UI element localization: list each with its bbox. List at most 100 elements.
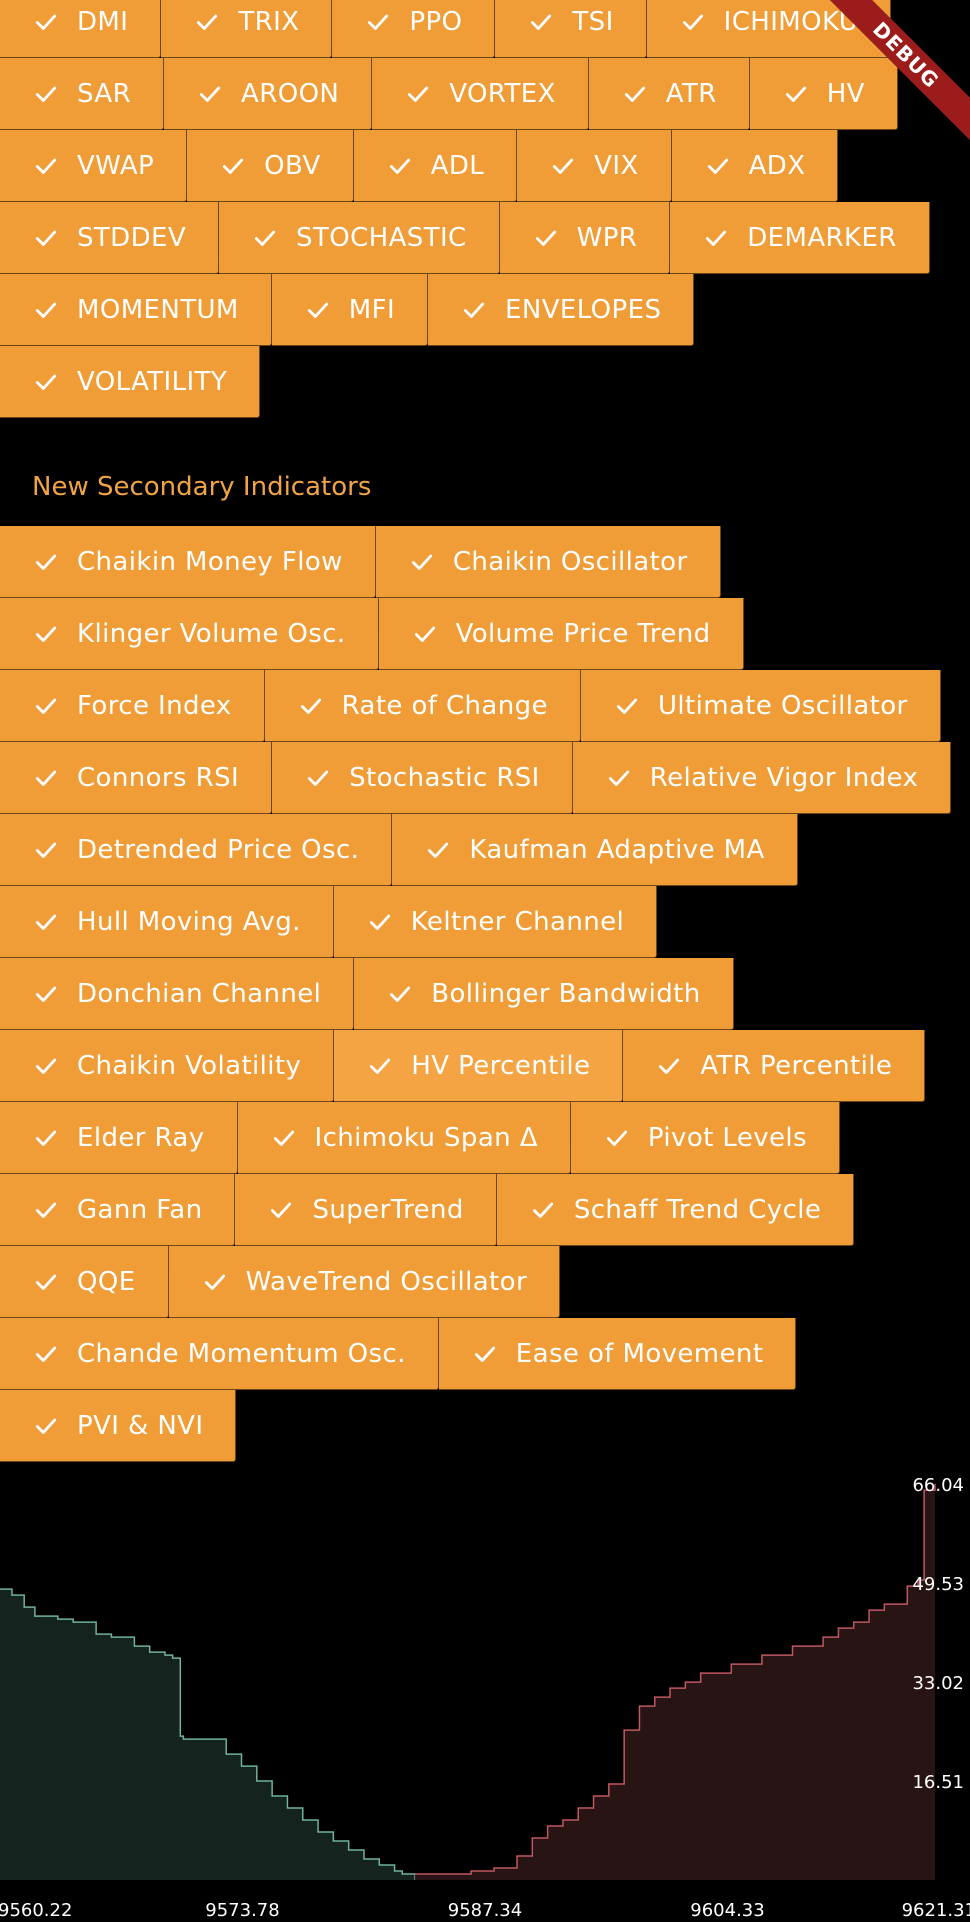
indicator-chip-aroon[interactable]: AROON bbox=[164, 58, 373, 130]
check-icon bbox=[305, 297, 331, 323]
chip-label: Volume Price Trend bbox=[455, 618, 711, 649]
indicator-chip-ichimoku-span[interactable]: Ichimoku Span Δ bbox=[237, 1102, 571, 1174]
x-tick-label: 9604.33 bbox=[690, 1900, 764, 1921]
indicator-chip-chaikin-volatility[interactable]: Chaikin Volatility bbox=[0, 1030, 335, 1102]
indicator-chip-momentum[interactable]: MOMENTUM bbox=[0, 274, 272, 346]
chip-label: STOCHASTIC bbox=[296, 222, 467, 253]
check-icon bbox=[194, 9, 220, 35]
indicator-chip-kaufman-adaptive-ma[interactable]: Kaufman Adaptive MA bbox=[392, 814, 798, 886]
indicator-chip-trix[interactable]: TRIX bbox=[161, 0, 333, 58]
indicator-chip-rate-of-change[interactable]: Rate of Change bbox=[264, 670, 581, 742]
indicator-chip-tsi[interactable]: TSI bbox=[495, 0, 647, 58]
indicator-chip-hv[interactable]: HV bbox=[749, 58, 898, 130]
check-icon bbox=[33, 9, 59, 35]
indicator-chip-stochastic[interactable]: STOCHASTIC bbox=[219, 202, 500, 274]
chip-label: ICHIMOKU bbox=[723, 6, 859, 37]
indicator-chip-bollinger-bandwidth[interactable]: Bollinger Bandwidth bbox=[354, 958, 734, 1030]
indicator-chip-schaff-trend-cycle[interactable]: Schaff Trend Cycle bbox=[496, 1174, 855, 1246]
check-icon bbox=[461, 297, 487, 323]
chip-row: Elder Ray Ichimoku Span Δ Pivot Levels bbox=[0, 1102, 970, 1174]
indicator-chip-chande-momentum-osc[interactable]: Chande Momentum Osc. bbox=[0, 1318, 439, 1390]
check-icon bbox=[33, 621, 59, 647]
indicator-chip-pvi-nvi[interactable]: PVI & NVI bbox=[0, 1390, 237, 1462]
indicator-chip-mfi[interactable]: MFI bbox=[271, 274, 429, 346]
secondary-indicators: Chaikin Money Flow Chaikin Oscillator Klin… bbox=[0, 526, 970, 1462]
indicator-chip-ease-of-movement[interactable]: Ease of Movement bbox=[438, 1318, 797, 1390]
indicator-chip-adx[interactable]: ADX bbox=[671, 130, 839, 202]
indicator-chip-volume-price-trend[interactable]: Volume Price Trend bbox=[378, 598, 744, 670]
indicator-chip-ultimate-oscillator[interactable]: Ultimate Oscillator bbox=[580, 670, 941, 742]
indicator-chip-envelopes[interactable]: ENVELOPES bbox=[428, 274, 695, 346]
indicator-chip-dmi[interactable]: DMI bbox=[0, 0, 162, 58]
indicator-chip-chaikin-money-flow[interactable]: Chaikin Money Flow bbox=[0, 526, 376, 598]
chip-label: PPO bbox=[409, 6, 463, 37]
chip-label: HV bbox=[826, 78, 865, 109]
chip-label: Rate of Change bbox=[341, 690, 548, 721]
chip-label: Chaikin Money Flow bbox=[77, 546, 343, 577]
check-icon bbox=[33, 81, 59, 107]
check-icon bbox=[197, 81, 223, 107]
indicator-chip-vix[interactable]: VIX bbox=[517, 130, 672, 202]
indicator-chip-hv-percentile[interactable]: HV Percentile bbox=[334, 1030, 624, 1102]
check-icon bbox=[405, 81, 431, 107]
x-tick-label: 9573.78 bbox=[205, 1900, 279, 1921]
chip-label: PVI & NVI bbox=[77, 1410, 204, 1441]
indicator-chip-supertrend[interactable]: SuperTrend bbox=[235, 1174, 497, 1246]
chip-label: TRIX bbox=[238, 6, 300, 37]
chip-label: Chande Momentum Osc. bbox=[77, 1338, 406, 1369]
indicator-chip-connors-rsi[interactable]: Connors RSI bbox=[0, 742, 273, 814]
chip-label: VOLATILITY bbox=[77, 366, 228, 397]
indicator-chip-adl[interactable]: ADL bbox=[353, 130, 518, 202]
indicator-chip-volatility[interactable]: VOLATILITY bbox=[0, 346, 261, 418]
check-icon bbox=[33, 1341, 59, 1367]
indicator-chip-wpr[interactable]: WPR bbox=[499, 202, 671, 274]
check-icon bbox=[33, 837, 59, 863]
check-icon bbox=[783, 81, 809, 107]
indicator-chip-pivot-levels[interactable]: Pivot Levels bbox=[570, 1102, 840, 1174]
indicator-chip-chaikin-oscillator[interactable]: Chaikin Oscillator bbox=[375, 526, 721, 598]
check-icon bbox=[703, 225, 729, 251]
chip-label: QQE bbox=[77, 1266, 136, 1297]
chip-label: Chaikin Volatility bbox=[77, 1050, 302, 1081]
check-icon bbox=[606, 765, 632, 791]
indicator-chip-gann-fan[interactable]: Gann Fan bbox=[0, 1174, 236, 1246]
indicator-chip-stddev[interactable]: STDDEV bbox=[0, 202, 220, 274]
check-icon bbox=[33, 981, 59, 1007]
indicator-chip-vwap[interactable]: VWAP bbox=[0, 130, 188, 202]
indicator-chip-keltner-channel[interactable]: Keltner Channel bbox=[333, 886, 658, 958]
indicator-chip-ppo[interactable]: PPO bbox=[332, 0, 496, 58]
chip-label: Gann Fan bbox=[77, 1194, 203, 1225]
indicator-chip-vortex[interactable]: VORTEX bbox=[372, 58, 589, 130]
chip-label: Bollinger Bandwidth bbox=[431, 978, 701, 1009]
indicator-chip-demarker[interactable]: DEMARKER bbox=[670, 202, 930, 274]
indicator-chip-qqe[interactable]: QQE bbox=[0, 1246, 169, 1318]
check-icon bbox=[220, 153, 246, 179]
chip-label: Kaufman Adaptive MA bbox=[469, 834, 765, 865]
chip-label: ADL bbox=[430, 150, 485, 181]
check-icon bbox=[305, 765, 331, 791]
indicator-chip-klinger-volume-osc[interactable]: Klinger Volume Osc. bbox=[0, 598, 379, 670]
chip-row: VWAP OBV ADL VIX ADX bbox=[0, 130, 970, 202]
y-tick-label: 49.53 bbox=[912, 1574, 964, 1595]
indicator-chip-elder-ray[interactable]: Elder Ray bbox=[0, 1102, 238, 1174]
check-icon bbox=[530, 1197, 556, 1223]
check-icon bbox=[33, 369, 59, 395]
indicator-chip-wavetrend-oscillator[interactable]: WaveTrend Oscillator bbox=[168, 1246, 561, 1318]
chip-row: STDDEV STOCHASTIC WPR DEMARKER bbox=[0, 202, 970, 274]
chip-label: Chaikin Oscillator bbox=[452, 546, 688, 577]
indicator-chip-force-index[interactable]: Force Index bbox=[0, 670, 265, 742]
indicator-chip-hull-moving-avg[interactable]: Hull Moving Avg. bbox=[0, 886, 334, 958]
bid-depth-area bbox=[0, 1589, 416, 1880]
check-icon bbox=[33, 225, 59, 251]
indicator-chip-atr-percentile[interactable]: ATR Percentile bbox=[623, 1030, 926, 1102]
check-icon bbox=[33, 153, 59, 179]
check-icon bbox=[680, 9, 706, 35]
chip-label: OBV bbox=[264, 150, 321, 181]
indicator-chip-detrended-price-osc[interactable]: Detrended Price Osc. bbox=[0, 814, 393, 886]
indicator-chip-atr[interactable]: ATR bbox=[588, 58, 750, 130]
indicator-chip-obv[interactable]: OBV bbox=[187, 130, 354, 202]
indicator-chip-relative-vigor-index[interactable]: Relative Vigor Index bbox=[572, 742, 952, 814]
indicator-chip-donchian-channel[interactable]: Donchian Channel bbox=[0, 958, 355, 1030]
indicator-chip-stochastic-rsi[interactable]: Stochastic RSI bbox=[272, 742, 573, 814]
indicator-chip-sar[interactable]: SAR bbox=[0, 58, 165, 130]
